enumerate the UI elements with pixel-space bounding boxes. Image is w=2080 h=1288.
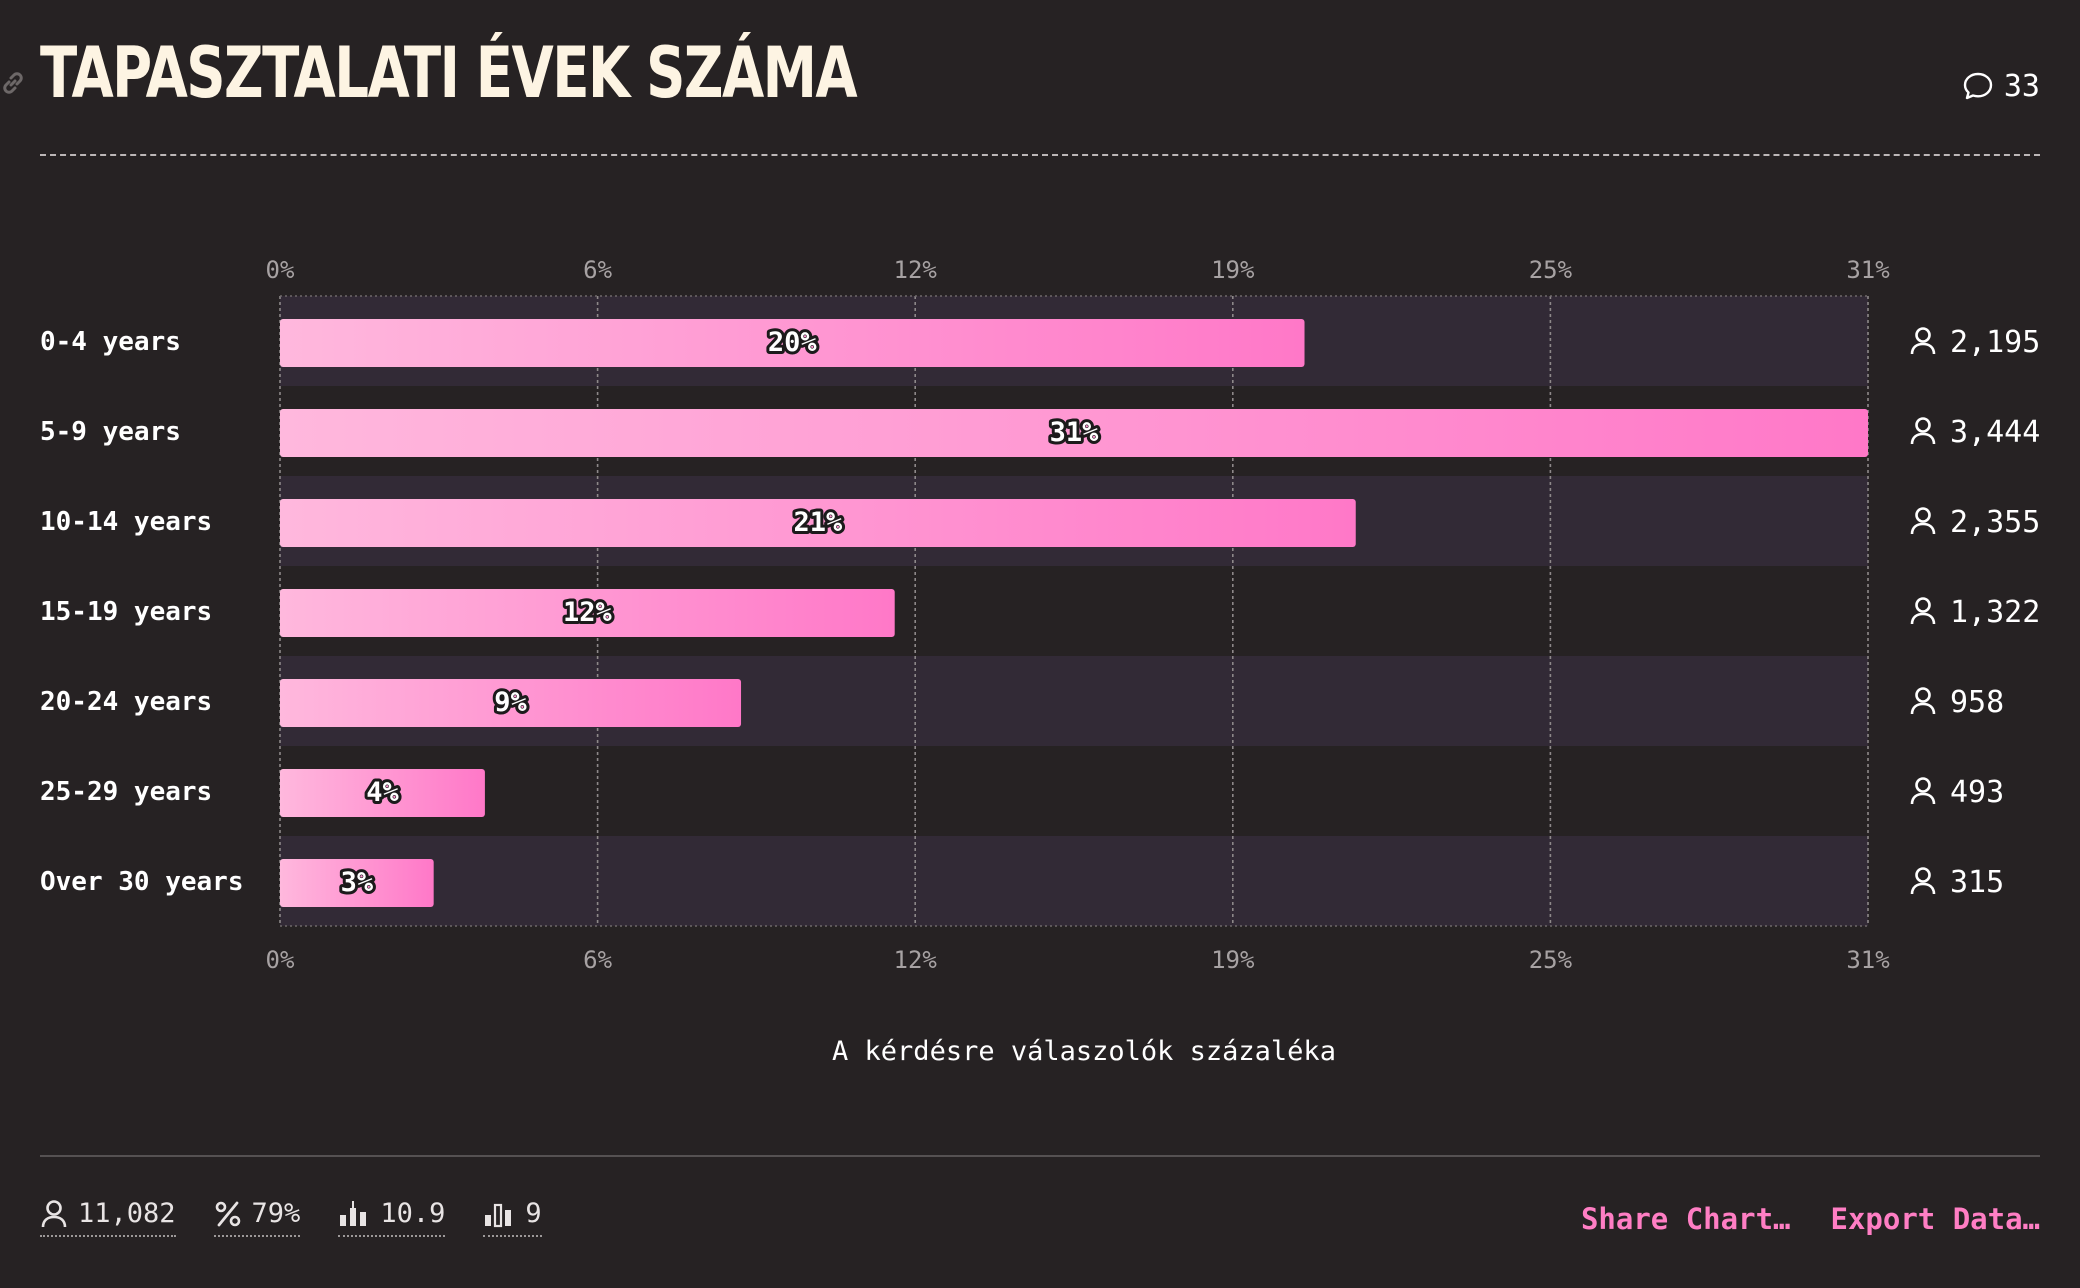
category-label: 5-9 years <box>40 417 181 447</box>
header-divider <box>40 154 2040 156</box>
respondent-count: 2,355 <box>1950 505 2040 540</box>
count-stat[interactable]: 9 <box>483 1198 542 1237</box>
percent-stat[interactable]: 79% <box>213 1198 301 1237</box>
respondent-count: 315 <box>1950 865 2004 900</box>
footer-divider <box>40 1155 2040 1157</box>
person-icon <box>1915 507 1931 523</box>
category-label: 25-29 years <box>40 777 212 807</box>
person-icon-body <box>1910 522 1936 535</box>
comment-icon <box>1963 72 1993 100</box>
person-icon <box>1915 597 1931 613</box>
x-tick-label-bottom: 25% <box>1529 946 1573 974</box>
person-icon <box>1915 327 1931 343</box>
x-tick-label-top: 6% <box>583 256 612 284</box>
respondent-count: 958 <box>1950 685 2004 720</box>
share-chart-button[interactable]: Share Chart… <box>1580 1202 1791 1236</box>
chart-header: TAPASZTALATI ÉVEK SZÁMA 33 <box>3 30 2040 156</box>
category-label: 20-24 years <box>40 687 212 717</box>
person-icon-body <box>1910 342 1936 355</box>
bar-value-label: 12% <box>563 597 613 628</box>
average-value: 10.9 <box>380 1198 446 1229</box>
chart-title: TAPASZTALATI ÉVEK SZÁMA <box>40 32 858 114</box>
x-tick-label-top: 12% <box>894 256 938 284</box>
respondent-count: 1,322 <box>1950 595 2040 630</box>
x-axis-label: A kérdésre válaszolók százaléka <box>832 1036 1336 1067</box>
bar <box>280 589 895 637</box>
bar <box>280 409 1868 457</box>
percent-value: 79% <box>251 1198 301 1229</box>
x-tick-label-bottom: 6% <box>583 946 612 974</box>
bar-value-label: 21% <box>793 507 843 538</box>
export-data-button[interactable]: Export Data… <box>1830 1202 2040 1236</box>
candlestick-icon <box>340 1200 367 1226</box>
bar <box>280 499 1356 547</box>
bar-value-label: 9% <box>494 687 527 718</box>
footer-actions: Share Chart… Export Data… <box>1581 1202 2040 1236</box>
category-label: 10-14 years <box>40 507 212 537</box>
person-icon <box>41 1199 67 1227</box>
person-icon <box>1915 867 1931 883</box>
bar <box>280 859 434 907</box>
footer-stats: 11,082 79% 10.9 9 <box>40 1198 542 1237</box>
bar-chart-svg: 0% 0% 6% 6% 12% 12% 19% 19% 25% 25% 31% 31% 20% 0-4 y… <box>40 256 2040 974</box>
bar-value-label: 3% <box>341 867 374 898</box>
x-tick-label-bottom: 12% <box>894 946 938 974</box>
respondent-count: 3,444 <box>1950 415 2040 450</box>
row-band <box>280 836 1868 926</box>
x-tick-label-bottom: 0% <box>266 946 295 974</box>
respondents-stat[interactable]: 11,082 <box>40 1198 176 1237</box>
x-tick-label-bottom: 19% <box>1211 946 1255 974</box>
bar <box>280 679 742 727</box>
bar-value-label: 4% <box>366 777 399 808</box>
comment-count: 33 <box>2003 68 2040 104</box>
bar-chart: 0% 0% 6% 6% 12% 12% 19% 19% 25% 25% 31% 31% 20% 0-4 y… <box>40 256 2040 1067</box>
category-label: Over 30 years <box>40 867 244 897</box>
person-icon <box>1915 687 1931 703</box>
comments-button[interactable]: 33 <box>1962 68 2040 104</box>
category-label: 15-19 years <box>40 597 212 627</box>
x-tick-label-top: 31% <box>1846 256 1890 284</box>
percent-icon <box>215 1201 240 1226</box>
person-icon-body <box>1910 612 1936 625</box>
person-icon-body <box>1910 792 1936 805</box>
bar <box>280 319 1305 367</box>
x-tick-label-bottom: 31% <box>1846 946 1890 974</box>
respondent-count: 493 <box>1950 775 2004 810</box>
respondents-value: 11,082 <box>78 1198 176 1229</box>
person-icon <box>1915 777 1931 793</box>
category-label: 0-4 years <box>40 327 181 357</box>
person-icon-body <box>1910 882 1936 895</box>
x-tick-label-top: 25% <box>1529 256 1573 284</box>
bar-value-label: 31% <box>1050 417 1100 448</box>
person-icon <box>1915 417 1931 433</box>
x-tick-label-top: 19% <box>1211 256 1255 284</box>
link-icon[interactable] <box>0 70 26 96</box>
bar-value-label: 20% <box>768 327 818 358</box>
average-stat[interactable]: 10.9 <box>338 1198 446 1237</box>
x-tick-label-top: 0% <box>266 256 295 284</box>
person-icon-body <box>1910 702 1936 715</box>
bar-chart-icon <box>485 1203 512 1227</box>
person-icon-body <box>1910 432 1936 445</box>
bar <box>280 769 485 817</box>
count-value: 9 <box>525 1198 542 1229</box>
respondent-count: 2,195 <box>1950 325 2040 360</box>
